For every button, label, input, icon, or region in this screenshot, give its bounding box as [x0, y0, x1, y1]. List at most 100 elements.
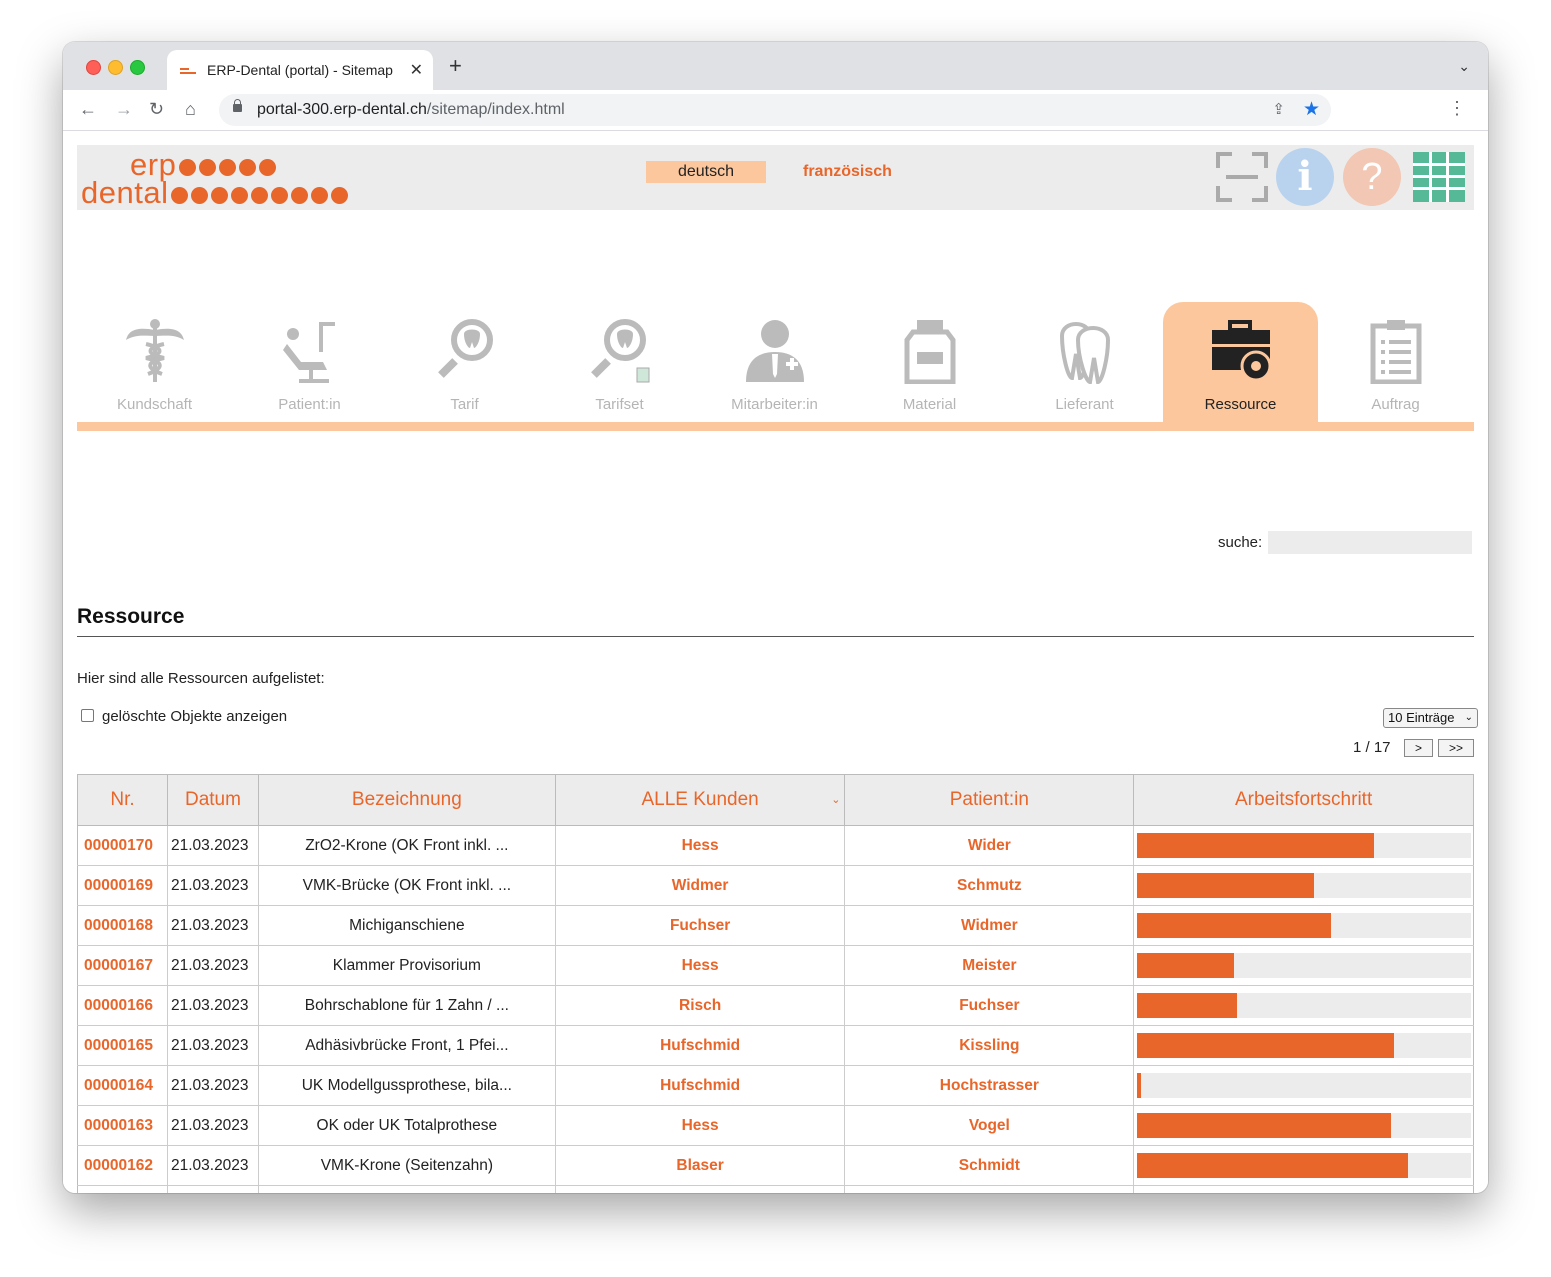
back-arrow-icon[interactable]: ←: [79, 99, 97, 119]
nav-label: Mitarbeiter:in: [731, 396, 818, 413]
table-row[interactable]: 00000169 21.03.2023 VMK-Brücke (OK Front i…: [77, 865, 1474, 906]
reload-icon[interactable]: ↻: [149, 99, 165, 119]
row-nr-link[interactable]: 00000168: [77, 905, 168, 946]
nav-tab-patient[interactable]: Patient:in: [232, 302, 387, 422]
address-bar[interactable]: portal-300.erp-dental.ch/sitemap/index.h…: [219, 94, 1331, 126]
row-nr-link[interactable]: 00000162: [77, 1145, 168, 1186]
tab-title: ERP-Dental (portal) - Sitemap: [207, 62, 393, 78]
row-patient-link[interactable]: Hochstrasser: [844, 1065, 1135, 1106]
row-kunde-link[interactable]: Fuchser: [555, 905, 846, 946]
row-patient-link[interactable]: Fuchser: [844, 985, 1135, 1026]
nav-tab-tarifset[interactable]: Tarifset: [542, 302, 697, 422]
new-tab-button[interactable]: +: [449, 53, 462, 78]
row-nr-link[interactable]: 00000163: [77, 1105, 168, 1146]
show-deleted-checkbox[interactable]: [81, 709, 94, 722]
row-kunde-link[interactable]: Barmettler: [555, 1185, 846, 1193]
row-bezeichnung: Adhäsivbrücke Front, 1 Pfei...: [258, 1025, 556, 1066]
minimize-window-button[interactable]: [108, 60, 123, 75]
row-kunde-link[interactable]: Risch: [555, 985, 846, 1026]
col-header-nr[interactable]: Nr.: [77, 774, 168, 826]
nav-tab-ressource[interactable]: Ressource: [1163, 302, 1318, 422]
erp-favicon-icon: [180, 68, 196, 76]
row-nr-link[interactable]: 00000161: [77, 1185, 168, 1193]
module-nav: Kundschaft Patient:in Tarif: [77, 302, 1474, 422]
col-header-bezeichnung[interactable]: Bezeichnung: [257, 774, 556, 826]
home-icon[interactable]: ⌂: [185, 99, 196, 119]
row-progress-cell: [1133, 1065, 1474, 1106]
forward-arrow-icon[interactable]: →: [115, 99, 133, 119]
progress-bar: [1137, 1113, 1391, 1138]
row-nr-link[interactable]: 00000170: [77, 825, 168, 866]
row-datum: 21.03.2023: [167, 905, 259, 946]
row-nr-link[interactable]: 00000165: [77, 1025, 168, 1066]
col-header-arbeitsfortschritt[interactable]: Arbeitsfortschritt: [1133, 774, 1474, 826]
nav-tab-tarif[interactable]: Tarif: [387, 302, 542, 422]
nav-tab-material[interactable]: Material: [852, 302, 1007, 422]
row-patient-link[interactable]: Kissling: [844, 1025, 1135, 1066]
row-patient-link[interactable]: Vogel: [844, 1105, 1135, 1146]
tab-search-chevron-icon[interactable]: ⌄: [1458, 58, 1470, 74]
row-patient-link[interactable]: Pichler: [844, 1185, 1135, 1193]
row-datum: 21.03.2023: [167, 1185, 259, 1193]
entries-per-page-select[interactable]: 10 Einträge ⌄: [1383, 708, 1478, 728]
row-datum: 21.03.2023: [167, 865, 259, 906]
browser-menu-icon[interactable]: ⋮: [1448, 98, 1466, 118]
table-row[interactable]: 0000016121.03.2023Nylon ProvisoriumBarme…: [77, 1185, 1474, 1193]
row-nr-link[interactable]: 00000166: [77, 985, 168, 1026]
table-row[interactable]: 00000163 21.03.2023 OK oder UK Totalprothe…: [77, 1105, 1474, 1146]
col-header-datum[interactable]: Datum: [166, 774, 259, 826]
table-row[interactable]: 00000166 21.03.2023 Bohrschablone für 1 Za…: [77, 985, 1474, 1026]
row-nr-link[interactable]: 00000167: [77, 945, 168, 986]
row-kunde-link[interactable]: Hess: [555, 825, 846, 866]
row-kunde-link[interactable]: Hess: [555, 1105, 846, 1146]
last-page-button[interactable]: >>: [1438, 739, 1474, 757]
lang-deutsch-button[interactable]: deutsch: [646, 161, 766, 183]
row-datum: 21.03.2023: [167, 1105, 259, 1146]
row-patient-link[interactable]: Widmer: [844, 905, 1135, 946]
row-nr-link[interactable]: 00000169: [77, 865, 168, 906]
row-patient-link[interactable]: Meister: [844, 945, 1135, 986]
spreadsheet-grid-icon[interactable]: [1413, 152, 1465, 202]
url-text: portal-300.erp-dental.ch/sitemap/index.h…: [257, 101, 565, 118]
col-header-kunden-filter[interactable]: ALLE Kunden ⌄: [554, 774, 846, 826]
show-deleted-label: gelöschte Objekte anzeigen: [102, 708, 288, 725]
lang-franzoesisch-link[interactable]: französisch: [803, 163, 892, 180]
next-page-button[interactable]: >: [1404, 739, 1433, 757]
table-row[interactable]: 00000162 21.03.2023 VMK-Krone (Seitenzahn)…: [77, 1145, 1474, 1186]
table-row[interactable]: 00000170 21.03.2023 ZrO2-Krone (OK Front i…: [77, 825, 1474, 866]
search-input[interactable]: [1268, 531, 1472, 554]
nav-tab-mitarbeiter[interactable]: Mitarbeiter:in: [697, 302, 852, 422]
progress-track: [1137, 993, 1471, 1018]
row-bezeichnung: Michiganschiene: [258, 905, 556, 946]
maximize-window-button[interactable]: [130, 60, 145, 75]
row-datum: 21.03.2023: [167, 825, 259, 866]
row-patient-link[interactable]: Wider: [844, 825, 1135, 866]
bookmark-star-icon[interactable]: ★: [1302, 99, 1320, 120]
close-window-button[interactable]: [86, 60, 101, 75]
browser-tab[interactable]: ERP-Dental (portal) - Sitemap ✕: [167, 50, 433, 90]
table-row[interactable]: 00000165 21.03.2023 Adhäsivbrücke Front, 1…: [77, 1025, 1474, 1066]
nav-tab-lieferant[interactable]: Lieferant: [1007, 302, 1162, 422]
row-kunde-link[interactable]: Widmer: [555, 865, 846, 906]
tab-close-icon[interactable]: ✕: [409, 62, 423, 79]
table-row[interactable]: 00000167 21.03.2023 Klammer Provisorium Hes…: [77, 945, 1474, 986]
table-row[interactable]: 00000168 21.03.2023 Michiganschiene Fuchser…: [77, 905, 1474, 946]
row-kunde-link[interactable]: Hufschmid: [555, 1025, 846, 1066]
row-kunde-link[interactable]: Hufschmid: [555, 1065, 846, 1106]
info-icon[interactable]: i: [1276, 148, 1334, 206]
row-kunde-link[interactable]: Blaser: [555, 1145, 846, 1186]
row-datum: 21.03.2023: [167, 1145, 259, 1186]
progress-bar: [1137, 1073, 1142, 1098]
nav-tab-auftrag[interactable]: Auftrag: [1318, 302, 1473, 422]
progress-track: [1137, 873, 1471, 898]
col-header-patient[interactable]: Patient:in: [844, 774, 1135, 826]
table-row[interactable]: 00000164 21.03.2023 UK Modellgussprothese,…: [77, 1065, 1474, 1106]
share-icon[interactable]: ⇪: [1272, 101, 1285, 118]
row-nr-link[interactable]: 00000164: [77, 1065, 168, 1106]
row-patient-link[interactable]: Schmidt: [844, 1145, 1135, 1186]
help-icon[interactable]: ?: [1343, 148, 1401, 206]
scan-icon[interactable]: [1216, 152, 1268, 202]
nav-tab-kundschaft[interactable]: Kundschaft: [77, 302, 232, 422]
row-kunde-link[interactable]: Hess: [555, 945, 846, 986]
row-patient-link[interactable]: Schmutz: [844, 865, 1135, 906]
